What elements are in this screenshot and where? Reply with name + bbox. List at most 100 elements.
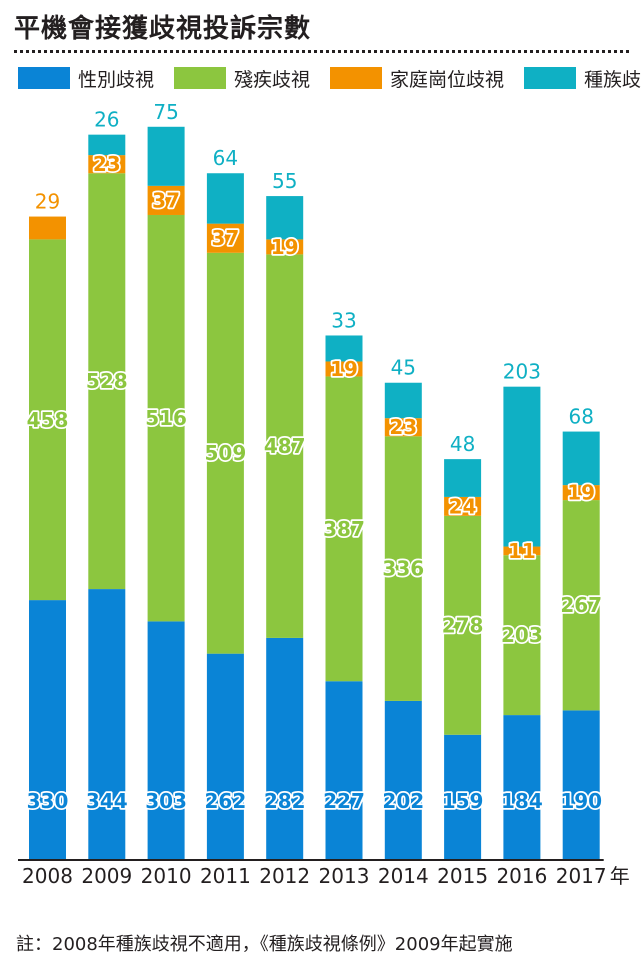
legend-swatch-family bbox=[330, 67, 383, 89]
bar-family-2011 bbox=[206, 223, 244, 253]
bar-sex-2013 bbox=[325, 681, 363, 860]
bar-disability-2010 bbox=[147, 214, 185, 622]
value-label-family-2009: 23 bbox=[93, 152, 121, 176]
value-label-family-2013: 19 bbox=[330, 357, 358, 381]
bar-family-2014 bbox=[384, 418, 422, 437]
bar-disability-2013 bbox=[325, 376, 363, 682]
bar-sex-2017 bbox=[562, 710, 600, 860]
bar-family-2012 bbox=[266, 239, 304, 255]
bar-sex-2014 bbox=[384, 700, 422, 860]
legend-label-sex: 性別歧視 bbox=[78, 68, 155, 91]
value-label-family-2011: 37 bbox=[211, 226, 239, 250]
bar-family-2010 bbox=[147, 185, 185, 215]
bar-race-2017 bbox=[562, 431, 600, 486]
value-label-sex-2009: 344 bbox=[86, 789, 128, 813]
value-label-family-2017: 19 bbox=[567, 481, 595, 505]
x-axis-unit: 年 bbox=[610, 864, 630, 888]
legend-item-disability: 殘疾歧視 bbox=[174, 65, 310, 92]
bar-sex-2016 bbox=[503, 715, 541, 860]
value-label-race-2011: 64 bbox=[213, 146, 238, 170]
value-label-disability-2011: 509 bbox=[205, 441, 247, 465]
bar-race-2014 bbox=[384, 382, 422, 419]
bar-disability-2012 bbox=[266, 254, 304, 638]
value-label-disability-2010: 516 bbox=[145, 406, 187, 430]
bar-family-2015 bbox=[444, 496, 482, 516]
value-label-sex-2012: 282 bbox=[264, 789, 306, 813]
value-label-family-2016: 11 bbox=[508, 539, 536, 563]
value-label-race-2009: 26 bbox=[94, 108, 119, 132]
bar-race-2015 bbox=[444, 459, 482, 497]
legend: 性別歧視 殘疾歧視 家庭崗位歧視 種族歧視 bbox=[18, 64, 641, 92]
value-label-disability-2015: 278 bbox=[442, 613, 484, 637]
value-label-sex-2013: 227 bbox=[323, 789, 365, 813]
bar-race-2009 bbox=[88, 134, 126, 156]
value-label-race-2015: 48 bbox=[450, 432, 475, 456]
x-tick-label-2011: 2011 bbox=[200, 864, 251, 888]
value-label-disability-2008: 458 bbox=[27, 408, 69, 432]
x-tick-label-2014: 2014 bbox=[378, 864, 429, 888]
title-divider bbox=[14, 50, 629, 53]
bar-family-2017 bbox=[562, 485, 600, 501]
footnote: 註：2008年種族歧視不適用，《種族歧視條例》2009年起實施 bbox=[16, 934, 513, 955]
legend-label-family: 家庭崗位歧視 bbox=[390, 68, 505, 91]
legend-swatch-sex bbox=[18, 67, 70, 89]
value-label-sex-2008: 330 bbox=[27, 789, 69, 813]
x-tick-label-2010: 2010 bbox=[141, 864, 192, 888]
bar-family-2016 bbox=[503, 546, 541, 556]
bar-race-2016 bbox=[503, 386, 541, 547]
bar-sex-2011 bbox=[206, 653, 244, 860]
x-tick-label-2009: 2009 bbox=[81, 864, 132, 888]
legend-swatch-disability bbox=[174, 67, 227, 89]
legend-label-disability: 殘疾歧視 bbox=[234, 68, 311, 91]
bar-race-2011 bbox=[206, 173, 244, 224]
value-label-disability-2013: 387 bbox=[323, 517, 365, 541]
value-label-sex-2017: 190 bbox=[560, 789, 602, 813]
legend-item-race: 種族歧視 bbox=[524, 65, 641, 92]
x-tick-label-2012: 2012 bbox=[259, 864, 310, 888]
chart-title: 平機會接獲歧視投訴宗數 bbox=[14, 14, 312, 44]
value-label-disability-2014: 336 bbox=[382, 557, 424, 581]
bar-sex-2015 bbox=[444, 734, 482, 860]
value-label-disability-2009: 528 bbox=[86, 369, 128, 393]
bar-disability-2011 bbox=[206, 252, 244, 654]
bar-disability-2014 bbox=[384, 436, 422, 701]
value-label-race-2013: 33 bbox=[331, 308, 356, 332]
value-label-sex-2015: 159 bbox=[442, 789, 484, 813]
bar-family-2013 bbox=[325, 361, 363, 377]
value-label-disability-2017: 267 bbox=[560, 593, 602, 617]
value-label-sex-2014: 202 bbox=[382, 789, 424, 813]
bar-disability-2009 bbox=[88, 173, 126, 590]
bar-race-2012 bbox=[266, 196, 304, 240]
bar-disability-2008 bbox=[29, 239, 66, 601]
x-tick-label-2016: 2016 bbox=[496, 864, 547, 888]
value-label-sex-2011: 262 bbox=[205, 789, 247, 813]
bar-race-2013 bbox=[325, 335, 363, 362]
value-label-disability-2016: 203 bbox=[501, 623, 543, 647]
bar-sex-2012 bbox=[266, 637, 304, 860]
value-label-family-2014: 23 bbox=[389, 415, 417, 439]
value-label-family-2015: 24 bbox=[449, 494, 477, 518]
value-label-sex-2010: 303 bbox=[145, 789, 187, 813]
value-label-family-2010: 37 bbox=[152, 188, 180, 212]
value-label-race-2012: 55 bbox=[272, 169, 297, 193]
value-label-family-2012: 19 bbox=[271, 235, 299, 259]
legend-label-race: 種族歧視 bbox=[584, 68, 641, 91]
bar-disability-2015 bbox=[444, 515, 482, 735]
x-tick-label-2015: 2015 bbox=[437, 864, 488, 888]
bar-sex-2009 bbox=[88, 589, 126, 860]
legend-swatch-race bbox=[524, 67, 577, 89]
legend-item-family: 家庭崗位歧視 bbox=[330, 65, 504, 92]
value-label-family-2008: 29 bbox=[35, 190, 60, 214]
bar-sex-2008 bbox=[29, 600, 66, 860]
value-label-race-2017: 68 bbox=[568, 405, 593, 429]
bar-race-2010 bbox=[147, 126, 185, 186]
bar-sex-2010 bbox=[147, 621, 185, 860]
value-label-disability-2012: 487 bbox=[264, 434, 306, 458]
x-tick-label-2013: 2013 bbox=[319, 864, 370, 888]
value-label-race-2016: 203 bbox=[503, 360, 541, 384]
bar-family-2009 bbox=[88, 155, 126, 174]
value-label-race-2014: 45 bbox=[391, 356, 416, 380]
bar-disability-2017 bbox=[562, 500, 600, 711]
bar-disability-2016 bbox=[503, 555, 541, 716]
